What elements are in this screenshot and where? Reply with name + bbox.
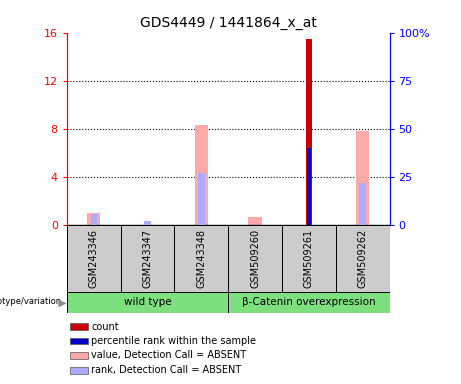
Bar — [70, 323, 88, 330]
Text: count: count — [91, 322, 118, 332]
Text: GSM243346: GSM243346 — [89, 229, 99, 288]
Bar — [70, 367, 88, 374]
Bar — [360, 183, 366, 225]
Bar — [228, 225, 282, 292]
Text: percentile rank within the sample: percentile rank within the sample — [91, 336, 256, 346]
Bar — [195, 125, 208, 225]
Text: β-Catenin overexpression: β-Catenin overexpression — [242, 297, 376, 308]
Text: GSM509261: GSM509261 — [304, 229, 314, 288]
Bar — [70, 352, 88, 359]
Bar — [282, 225, 336, 292]
Bar — [248, 217, 262, 225]
Bar — [121, 225, 174, 292]
Bar — [70, 338, 88, 344]
Bar — [67, 225, 121, 292]
Bar — [307, 148, 311, 225]
Text: genotype/variation: genotype/variation — [0, 297, 61, 306]
Bar — [67, 292, 228, 313]
Text: GSM509260: GSM509260 — [250, 229, 260, 288]
Bar — [198, 173, 205, 225]
Bar — [228, 292, 390, 313]
Title: GDS4449 / 1441864_x_at: GDS4449 / 1441864_x_at — [140, 16, 317, 30]
Bar — [144, 221, 151, 225]
Text: wild type: wild type — [124, 297, 171, 308]
Bar — [356, 131, 369, 225]
Text: GSM243347: GSM243347 — [142, 229, 153, 288]
Text: value, Detection Call = ABSENT: value, Detection Call = ABSENT — [91, 350, 246, 360]
Bar — [90, 214, 97, 225]
Bar — [336, 225, 390, 292]
Bar — [174, 225, 228, 292]
Bar — [306, 39, 312, 225]
Text: GSM509262: GSM509262 — [358, 228, 368, 288]
Text: rank, Detection Call = ABSENT: rank, Detection Call = ABSENT — [91, 365, 241, 376]
Bar — [87, 213, 100, 225]
Text: GSM243348: GSM243348 — [196, 229, 207, 288]
